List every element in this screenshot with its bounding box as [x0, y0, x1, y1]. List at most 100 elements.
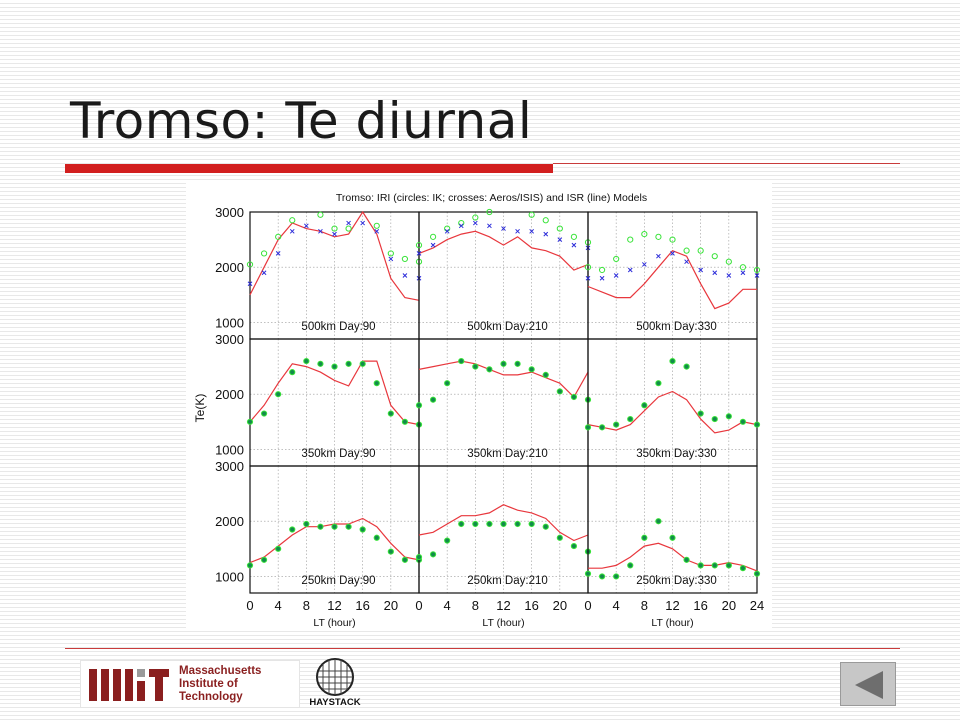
x-tick-label: 24: [750, 598, 764, 613]
ik-series-point: [359, 526, 366, 533]
ik-series-point: [613, 255, 620, 263]
ik-series-point: [331, 363, 338, 370]
y-tick-label: 1000: [215, 442, 244, 457]
aeros-series-point: [754, 273, 760, 278]
ik-series-point: [500, 520, 507, 528]
y-tick-label: 2000: [215, 387, 244, 402]
panel-label: 350km Day:210: [467, 448, 548, 460]
x-tick-label: 12: [665, 598, 679, 613]
te-diurnal-chart: Tromso: IRI (circles: IK; crosses: Aeros…: [193, 192, 764, 629]
ik-series-point: [303, 357, 310, 365]
ik-series-point: [697, 562, 704, 569]
previous-slide-button[interactable]: [840, 662, 896, 706]
triangle-left-icon: [855, 671, 883, 699]
ik-series-point: [472, 520, 479, 528]
y-tick-label: 3000: [215, 459, 244, 474]
ik-series-point: [401, 556, 409, 563]
ik-series-point: [669, 236, 676, 243]
ik-series-point: [570, 393, 578, 401]
isr-series-line: [587, 249, 757, 310]
ik-series-point: [500, 360, 507, 367]
ik-series-point: [627, 236, 634, 243]
ik-series-point: [317, 523, 324, 530]
isr-series-line: [418, 504, 589, 542]
ik-series-point: [486, 366, 493, 373]
ik-series-point: [528, 366, 535, 373]
ik-series-point: [725, 413, 732, 420]
x-tick-label: 12: [327, 598, 341, 613]
ik-series-point: [570, 233, 578, 240]
ik-series-point: [542, 523, 549, 530]
ik-series-point: [542, 217, 549, 224]
ik-series-point: [246, 418, 254, 425]
aeros-series-point: [318, 228, 323, 234]
x-tick-label: 12: [496, 598, 510, 613]
haystack-logo: HAYSTACK: [309, 658, 361, 708]
ik-series-point: [641, 402, 648, 409]
ik-series-point: [711, 253, 718, 260]
ik-series-point: [753, 266, 761, 274]
x-tick-label: 0: [415, 598, 422, 613]
panel-label: 500km Day:330: [636, 321, 717, 333]
x-axis-label: LT (hour): [313, 617, 355, 629]
aeros-series-point: [698, 267, 704, 273]
ik-series-point: [725, 258, 732, 265]
ik-series-point: [458, 357, 465, 365]
ik-series-point: [683, 247, 690, 254]
ik-series-point: [444, 380, 451, 387]
ik-series-point: [317, 211, 324, 218]
mit-line-1: Massachusetts: [179, 664, 262, 677]
ik-series-point: [739, 565, 747, 572]
panel-label: 250km Day:210: [467, 575, 548, 587]
ik-series-point: [275, 233, 282, 240]
aeros-series-point: [388, 256, 394, 262]
ik-series-point: [260, 556, 268, 563]
ik-series-point: [387, 410, 394, 417]
x-tick-label: 8: [472, 598, 479, 613]
x-tick-label: 4: [275, 598, 282, 613]
x-tick-label: 0: [584, 598, 591, 613]
x-tick-label: 0: [246, 598, 253, 613]
ik-series-point: [627, 562, 634, 569]
isr-series-line: [418, 230, 589, 271]
ik-series-point: [373, 380, 380, 387]
ik-series-point: [415, 242, 423, 249]
ik-series-point: [331, 523, 338, 530]
ik-series-point: [584, 570, 592, 577]
x-tick-label: 4: [613, 598, 620, 613]
title-rule-line: [553, 163, 900, 164]
x-tick-label: 8: [641, 598, 648, 613]
panel-label: 500km Day:210: [467, 321, 548, 333]
aeros-series-point: [374, 228, 380, 234]
slide-title: Tromso: Te diurnal: [70, 92, 533, 150]
ik-series-point: [556, 225, 563, 232]
x-tick-label: 16: [355, 598, 369, 613]
ik-series-point: [401, 418, 409, 425]
ik-series-point: [458, 219, 465, 227]
ik-series-point: [753, 421, 761, 428]
ik-series-point: [260, 250, 268, 257]
ik-series-point: [570, 542, 578, 550]
panel-label: 250km Day:330: [636, 575, 717, 587]
ik-series-point: [429, 551, 437, 558]
ik-series-point: [246, 562, 254, 569]
x-tick-label: 20: [553, 598, 567, 613]
y-tick-label: 2000: [215, 514, 244, 529]
x-tick-label: 16: [524, 598, 538, 613]
aeros-series-point: [303, 223, 309, 229]
ik-series-point: [387, 250, 394, 257]
ik-series-point: [613, 573, 620, 580]
isr-series-line: [587, 390, 758, 434]
isr-series-line: [418, 360, 589, 398]
aeros-series-point: [261, 270, 267, 276]
aeros-series-point: [275, 251, 281, 256]
aeros-series-point: [529, 228, 535, 234]
mit-line-2: Institute of: [179, 677, 238, 690]
aeros-series-point: [740, 270, 746, 276]
ik-series-point: [486, 208, 493, 216]
x-tick-label: 4: [444, 598, 451, 613]
aeros-series-point: [543, 231, 549, 237]
aeros-series-point: [416, 251, 422, 256]
ik-series-point: [303, 520, 310, 528]
ik-series-point: [584, 424, 592, 431]
